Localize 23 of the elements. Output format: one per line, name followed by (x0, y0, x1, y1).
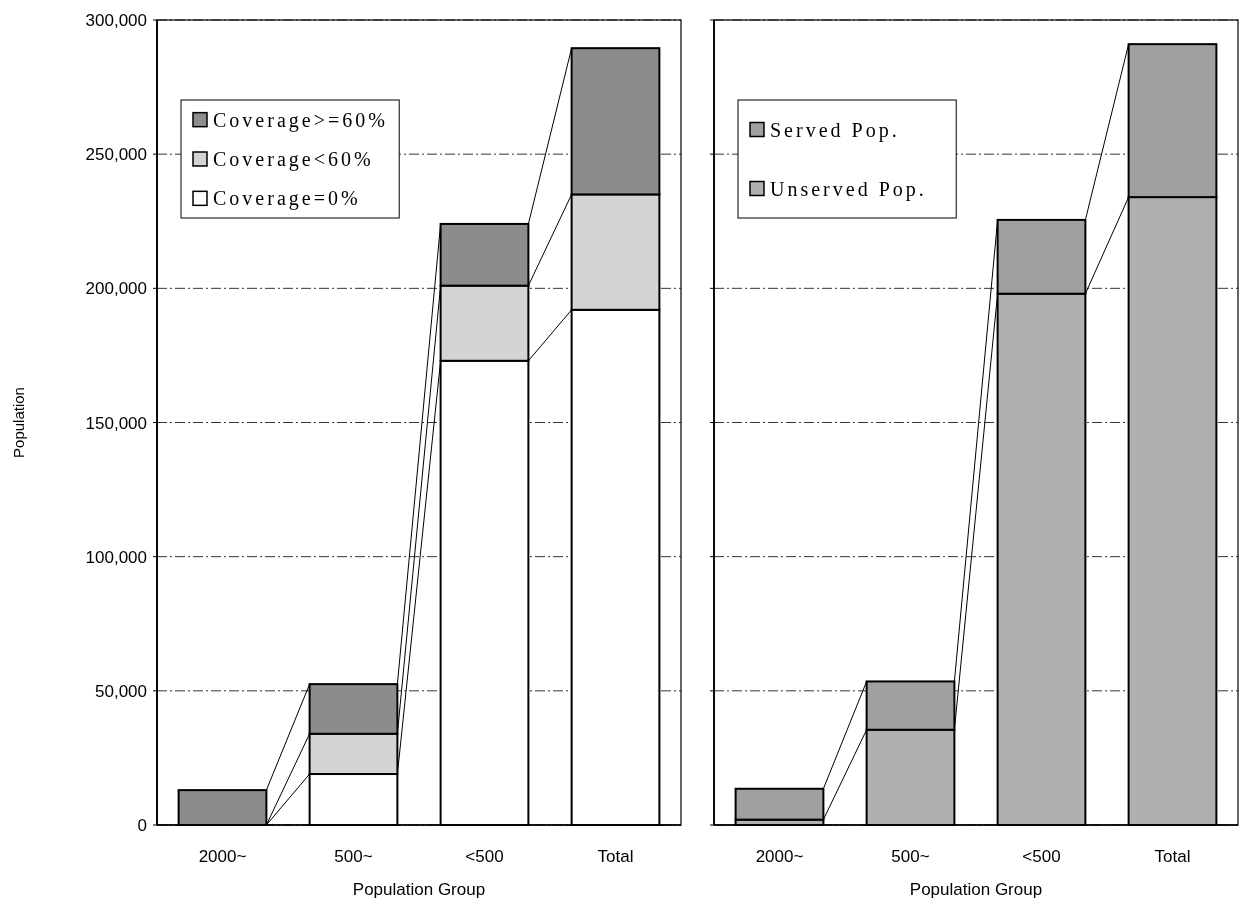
x-tick-label: 500~ (334, 846, 373, 866)
y-tick-label: 200,000 (85, 278, 147, 298)
legend-label: Unserved Pop. (770, 177, 927, 201)
y-tick-label: 300,000 (85, 10, 147, 30)
x-tick-label: 2000~ (198, 846, 247, 866)
y-tick-label: 100,000 (85, 547, 147, 567)
y-tick-label: 250,000 (85, 144, 147, 164)
x-tick-label: <500 (465, 846, 504, 866)
y-tick-label: 150,000 (85, 413, 147, 432)
x-axis-title: Population Group (352, 879, 486, 899)
x-tick-label: <500 (1022, 846, 1061, 866)
x-axis-title: Population Group (909, 879, 1043, 899)
y-axis-title: Population (9, 387, 27, 458)
x-tick-label: 500~ (891, 846, 930, 866)
x-tick-label: Total (597, 846, 634, 866)
legend-label: Coverage<60% (213, 148, 374, 171)
legend-label: Served Pop. (770, 118, 900, 142)
y-tick-label: 0 (137, 815, 147, 835)
legend-label: Coverage=0% (213, 187, 361, 211)
y-tick-label: 50,000 (95, 681, 147, 701)
legend-label: Coverage>=60% (213, 108, 388, 132)
x-tick-label: 2000~ (755, 846, 804, 866)
x-tick-label: Total (1154, 846, 1191, 866)
